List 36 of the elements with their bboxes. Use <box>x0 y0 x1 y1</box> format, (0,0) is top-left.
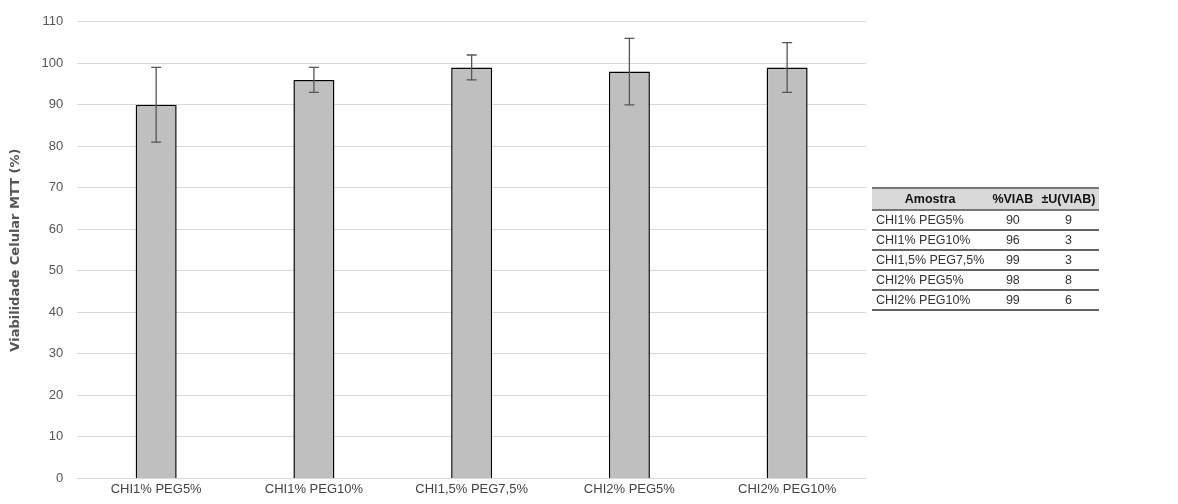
text: 3 <box>1037 250 1100 270</box>
y-tick-label: 90 <box>48 96 64 112</box>
y-tick-label: 30 <box>48 345 64 361</box>
x-tick-label: CHI2% PEG5% <box>583 480 676 496</box>
text: 98 <box>988 270 1038 290</box>
y-axis-title: Viabilidade Celular MTT (%) <box>7 148 23 352</box>
text: 99 <box>988 290 1038 310</box>
x-tick-label: CHI1,5% PEG7,5% <box>415 480 529 496</box>
y-tick-label: 100 <box>41 54 64 70</box>
x-tick-label: CHI1% PEG10% <box>264 480 364 496</box>
y-tick-label: 60 <box>48 220 64 236</box>
text: CHI2% PEG10% <box>872 290 989 310</box>
text: 96 <box>988 230 1038 250</box>
y-tick-label: 0 <box>56 469 64 485</box>
y-tick-label: 110 <box>42 13 64 29</box>
text: %VIAB <box>988 188 1038 210</box>
text: 3 <box>1037 230 1100 250</box>
text: CHI1% PEG5% <box>872 210 989 230</box>
y-tick-label: 70 <box>48 179 64 195</box>
text: CHI1% PEG10% <box>872 230 989 250</box>
text: CHI2% PEG5% <box>872 270 989 290</box>
y-tick-label: 20 <box>48 386 64 402</box>
y-tick-label: 50 <box>48 262 64 278</box>
text: CHI1,5% PEG7,5% <box>872 250 989 270</box>
text: 6 <box>1037 290 1100 310</box>
text: ±U(VIAB) <box>1037 188 1100 210</box>
text: 8 <box>1037 270 1100 290</box>
text: Amostra <box>872 188 989 210</box>
y-tick-label: 40 <box>48 303 64 319</box>
text: 99 <box>988 250 1038 270</box>
text: 90 <box>988 210 1038 230</box>
x-tick-label: CHI2% PEG10% <box>738 480 837 496</box>
text: 9 <box>1037 210 1100 230</box>
x-tick-label: CHI1% PEG5% <box>110 480 203 496</box>
y-tick-label: 80 <box>48 137 64 153</box>
y-tick-label: 10 <box>48 428 64 444</box>
